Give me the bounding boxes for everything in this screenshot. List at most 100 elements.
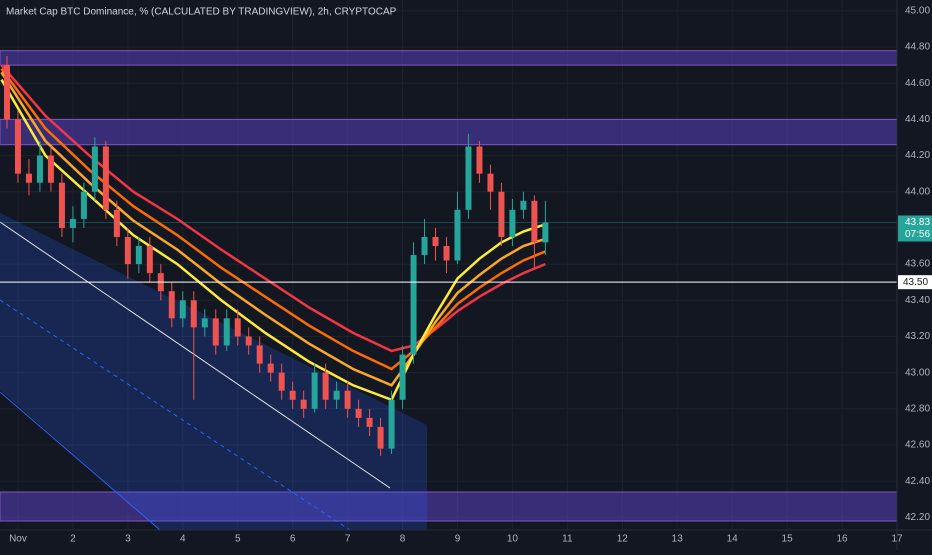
candle-body [410,255,417,355]
candle-body [542,222,549,243]
hline-label-box [898,275,932,290]
x-tick-label: Nov [9,534,27,545]
candle-body [344,390,351,409]
y-tick-label: 44.60 [905,78,930,89]
candle-body [25,173,32,183]
x-tick-label: 12 [617,534,629,545]
candle-body [223,318,230,346]
last-price-box [898,215,932,242]
candle-body [113,209,120,237]
candle-body [388,399,395,449]
x-tick-label: 4 [180,534,186,545]
candle-body [421,236,428,256]
candle-body [531,200,538,243]
ribbon-line [0,64,546,353]
candle-body [278,372,285,391]
x-tick-label: 9 [455,534,461,545]
candle-body [190,300,197,328]
candle-body [366,417,373,427]
x-tick-label: 15 [782,534,794,545]
candle-body [146,246,153,274]
y-tick-label: 43.20 [905,331,930,342]
candle-body [47,155,54,183]
axes: 42.20 42.40 42.60 42.80 43.00 43.20 43.40 43.60… [9,5,932,545]
candle-body [311,372,318,409]
candle-body [509,209,516,237]
candle-body [212,318,219,346]
candle-body [399,354,406,400]
candle-body [69,218,76,228]
y-tick-label: 44.80 [905,42,930,53]
candle-body [498,191,505,237]
x-tick-label: 3 [125,534,131,545]
candle-body [443,246,450,261]
channel-line [0,221,391,489]
x-tick-label: 6 [290,534,296,545]
candle-body [135,246,142,265]
candle-body [201,318,208,328]
x-tick-label: 17 [891,534,903,545]
candle-body [179,300,186,319]
candle-body [14,119,21,174]
candle-body [168,291,175,319]
chart-title: Market Cap BTC Dominance, % (CALCULATED … [6,7,397,18]
candle-body [102,146,109,210]
candle-body [245,336,252,346]
y-tick-label: 43.40 [905,295,930,306]
y-tick-label: 42.40 [905,476,930,487]
candle-body [520,200,527,210]
zone [0,118,898,146]
x-tick-label: 7 [345,534,351,545]
candle-body [487,173,494,192]
candle-body [432,236,439,247]
channel-low [0,391,161,531]
candle-body [58,182,65,228]
candle-body [3,65,10,120]
candle-body [454,209,461,261]
y-tick-label: 42.80 [905,403,930,414]
y-tick-label: 44.20 [905,150,930,161]
candle-body [322,372,329,400]
candle-body [476,146,483,174]
candle-body [124,236,131,265]
y-tick-label: 43.60 [905,259,930,270]
y-tick-label: 43.00 [905,367,930,378]
candle-body [267,363,274,373]
x-tick-label: 2 [70,534,76,545]
candle-body [256,345,263,364]
overlay [0,222,897,283]
last-price-label: 43.83 [905,217,930,228]
x-tick-label: 11 [562,534,573,545]
x-tick-label: 13 [672,534,684,545]
y-tick-label: 42.20 [905,512,930,523]
y-tick-label: 44.00 [905,186,930,197]
candle-body [80,191,87,219]
x-tick-label: 16 [836,534,848,545]
y-tick-label: 42.60 [905,440,930,451]
zone [0,50,898,66]
ribbon-line [0,71,546,387]
x-tick-label: 10 [507,534,519,545]
x-tick-label: 14 [727,534,739,545]
candle-body [377,426,384,449]
candle-body [234,318,241,337]
x-tick-label: 8 [400,534,406,545]
ribbon-line [0,67,546,371]
candle-body [36,155,43,183]
candle-body [465,146,472,210]
x-tick-label: 5 [235,534,241,545]
candles [3,56,549,456]
y-tick-label: 44.40 [905,114,930,125]
candle-body [333,390,340,400]
candle-body [91,146,98,192]
y-tick-label: 45.00 [905,5,930,16]
candle-body [300,399,307,409]
channel-fill [0,213,427,530]
candle-body [355,408,362,418]
hline-label: 43.50 [903,277,928,288]
candle-body [289,390,296,400]
countdown-label: 07:56 [905,229,930,240]
channel-mid [0,299,351,531]
